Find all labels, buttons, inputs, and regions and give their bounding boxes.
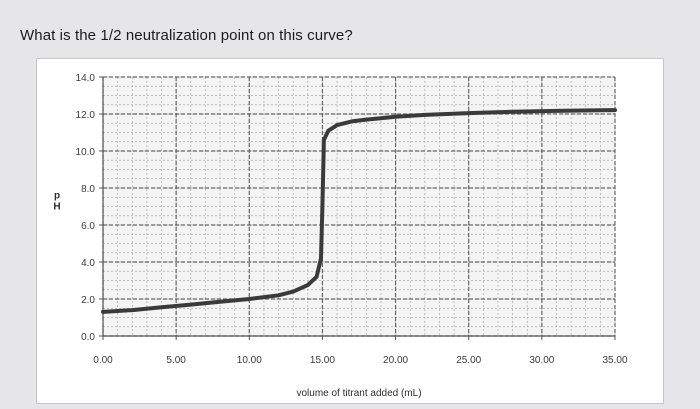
titration-curve-chart: 0.0 2.0 4.0 6.0 8.0 10.0 12.0 14.0 0.00 5.00 10.00… (53, 73, 628, 399)
x-tick-label: 30.00 (529, 355, 554, 366)
x-tick-label: 0.00 (93, 355, 113, 366)
x-tick-label: 35.00 (602, 355, 627, 366)
grid (102, 76, 616, 337)
y-tick-label: 6.0 (81, 221, 95, 232)
y-tick-label: 2.0 (81, 295, 95, 306)
chart-card: 0.0 2.0 4.0 6.0 8.0 10.0 12.0 14.0 0.00 5.00 10.00… (36, 58, 664, 404)
x-tick-label: 25.00 (456, 355, 481, 366)
x-axis-title: volume of titrant added (mL) (296, 388, 421, 399)
labels: 0.0 2.0 4.0 6.0 8.0 10.0 12.0 14.0 0.00 5.00 10.00… (53, 73, 628, 399)
y-tick-label: 4.0 (81, 258, 95, 269)
series-line (101, 108, 617, 314)
y-tick-label: 8.0 (81, 184, 95, 195)
x-tick-label: 20.00 (383, 355, 408, 366)
y-tick-label: 14.0 (76, 73, 96, 84)
y-tick-label: 10.0 (76, 147, 96, 158)
x-tick-label: 5.00 (166, 355, 186, 366)
x-tick-label: 15.00 (310, 355, 335, 366)
axes (99, 76, 616, 340)
question-text: What is the 1/2 neutralization point on … (20, 27, 353, 44)
series-layer (101, 108, 617, 314)
x-tick-label: 10.00 (237, 355, 262, 366)
y-tick-label: 0.0 (81, 332, 95, 343)
y-tick-label: 12.0 (76, 110, 96, 121)
